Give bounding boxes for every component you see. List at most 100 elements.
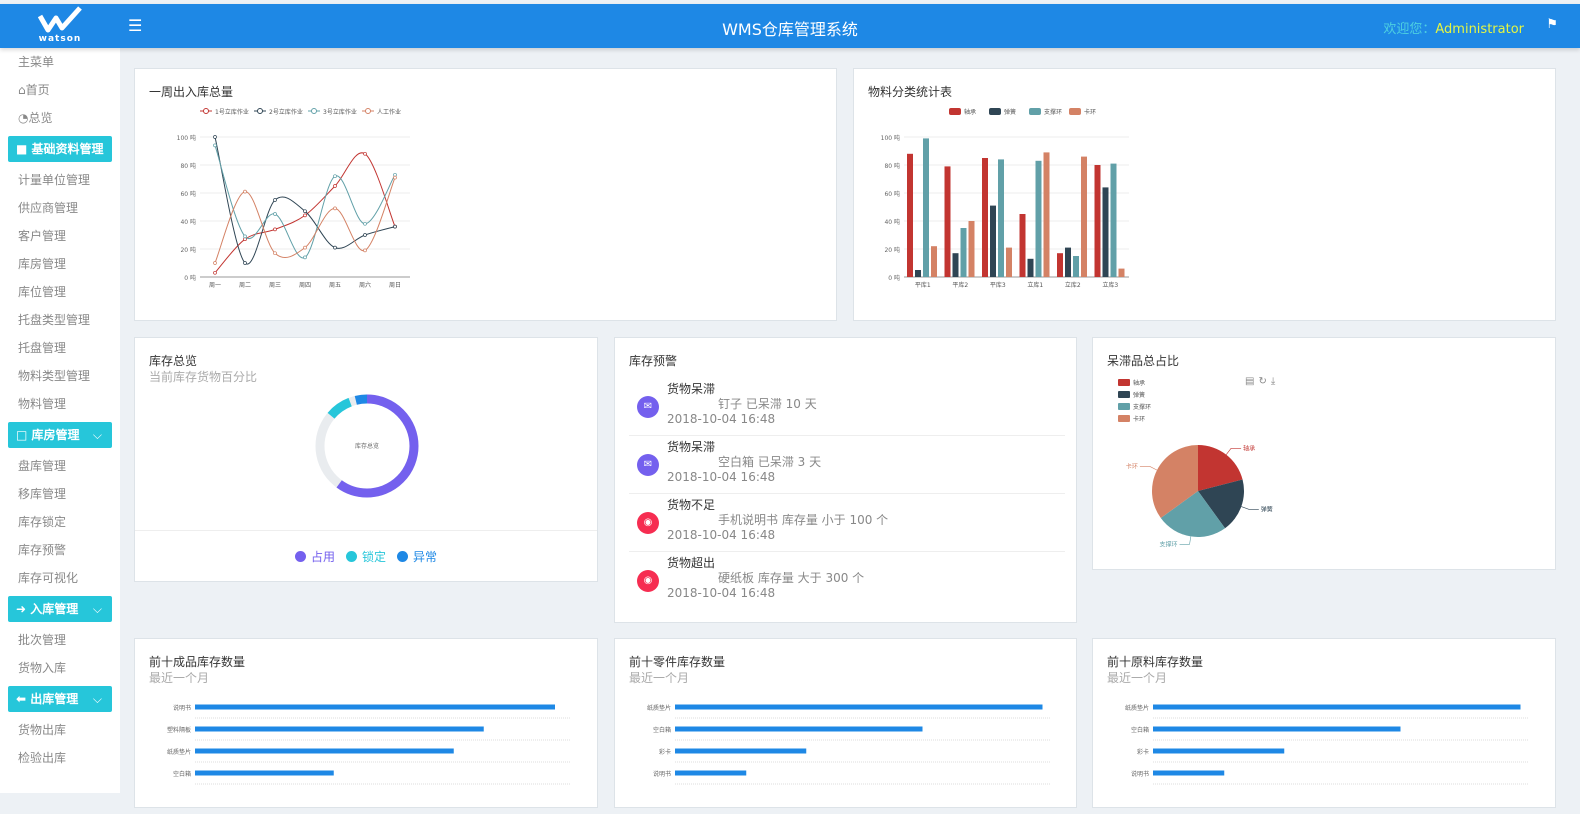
data-point	[213, 135, 217, 139]
flag-icon[interactable]: ⚑	[1546, 17, 1558, 32]
bar	[1073, 256, 1079, 277]
sidebar-item[interactable]: 检验出库	[18, 751, 67, 765]
sidebar-item[interactable]: 供应商管理	[18, 201, 79, 215]
legend-label: 轴承	[1133, 379, 1145, 387]
sidebar-item[interactable]: 物料类型管理	[18, 369, 91, 383]
data-point	[333, 184, 337, 188]
download-icon[interactable]: ⤓	[1270, 376, 1280, 387]
y-category-label: 说明书	[1131, 770, 1149, 778]
alert-item[interactable]: ◉ 货物超出 硬纸板 库存量 大于 300 个 2018-10-04 16:48	[629, 552, 1065, 610]
legend-item-0[interactable]: 占用	[295, 548, 335, 565]
card-title: 呆滞品总占比	[1107, 354, 1180, 368]
bar	[675, 704, 1043, 710]
sidebar-item[interactable]: 批次管理	[18, 633, 67, 647]
sidebar-item[interactable]: 库存预警	[18, 543, 67, 557]
stagnant-card: 呆滞品总占比 ▤↻⤓ 轴承 弹簧 支撑环 卡环 轴承 弹簧 支撑环 卡环	[1092, 337, 1556, 570]
sidebar-item[interactable]: 物料管理	[18, 397, 67, 411]
legend-dot	[295, 551, 306, 562]
legend-label: 轴承	[964, 108, 976, 116]
sidebar-item-home[interactable]: ⌂首页	[0, 76, 120, 104]
donut-center-label: 库存总览	[355, 442, 379, 450]
alert-text: 手机说明书 库存量 小于 100 个	[718, 513, 889, 527]
user-name[interactable]: Administrator	[1435, 22, 1524, 37]
sidebar-item[interactable]: 货物出库	[18, 723, 67, 737]
sidebar-item[interactable]: 库位管理	[18, 285, 67, 299]
card-subtitle: 最近一个月	[149, 671, 210, 685]
square-icon: □	[16, 428, 32, 442]
legend-swatch	[949, 108, 961, 115]
bar	[923, 138, 929, 277]
alert-item[interactable]: ✉ 货物呆滞 空白箱 已呆滞 3 天 2018-10-04 16:48	[629, 436, 1065, 494]
sidebar-group-1[interactable]: □ 库房管理 ⌵	[8, 422, 112, 448]
chevron-down-icon[interactable]: ⌵	[92, 692, 102, 706]
sidebar-item[interactable]: 库存可视化	[18, 571, 79, 585]
weekly-card: 一周出入库总量 0 吨 20 吨 40 吨 60 吨 80 吨 100 吨周一 周二 周三 周四…	[134, 68, 837, 321]
top-products-card: 前十成品库存数量 最近一个月 说明书 塑料隔板 纸质垫片 空白箱	[134, 638, 598, 808]
legend-item-1[interactable]: 锁定	[346, 548, 386, 565]
x-tick-label: 周五	[329, 282, 341, 289]
y-category-label: 说明书	[173, 704, 191, 712]
bar	[195, 726, 484, 732]
sidebar-item[interactable]: 托盘管理	[18, 341, 67, 355]
legend-label: 卡环	[1084, 108, 1096, 116]
alert-text: 硬纸板 库存量 大于 300 个	[718, 571, 865, 585]
logo[interactable]: watson	[0, 4, 120, 48]
donut-segment	[315, 394, 419, 498]
refresh-icon[interactable]: ↻	[1258, 376, 1271, 387]
legend-swatch	[1118, 415, 1130, 422]
sidebar-item-label: 总览	[28, 111, 53, 125]
sidebar-group-label: 入库管理	[30, 602, 79, 616]
sidebar-item[interactable]: 库存锁定	[18, 515, 67, 529]
y-tick-label: 80 吨	[180, 162, 196, 170]
y-tick-label: 60 吨	[180, 190, 196, 198]
alert-time: 2018-10-04 16:48	[667, 412, 776, 426]
bar	[1081, 156, 1087, 277]
alert-item[interactable]: ✉ 货物呆滞 钉子 已呆滞 10 天 2018-10-04 16:48	[629, 378, 1065, 436]
chevron-down-icon[interactable]: ⌵	[92, 602, 102, 616]
legend-label: 人工作业	[377, 108, 401, 116]
bar	[1094, 165, 1101, 277]
sidebar-item[interactable]: 计量单位管理	[18, 173, 91, 187]
x-tick-label: 周四	[299, 282, 311, 289]
bar	[1153, 748, 1285, 754]
data-point	[303, 209, 307, 214]
sidebar-item[interactable]: 库房管理	[18, 257, 67, 271]
pie-label-line	[1139, 466, 1158, 471]
logo-check-icon	[38, 6, 82, 33]
bar	[960, 228, 967, 277]
sidebar-item[interactable]: 盘库管理	[18, 459, 67, 473]
legend-label: 弹簧	[1133, 391, 1145, 399]
sidebar-item[interactable]: 托盘类型管理	[18, 313, 91, 327]
legend-item-2[interactable]: 异常	[397, 548, 437, 565]
y-category-label: 空白箱	[653, 726, 671, 734]
chevron-down-icon[interactable]: ⌵	[92, 428, 102, 442]
legend-label: 2号立库作业	[269, 108, 303, 116]
bar	[915, 270, 921, 277]
sidebar-item[interactable]: 货物入库	[18, 661, 67, 675]
card-title: 一周出入库总量	[149, 85, 234, 99]
card-title: 库存预警	[629, 354, 678, 368]
data-point	[243, 234, 247, 239]
alert-item[interactable]: ◉ 货物不足 手机说明书 库存量 小于 100 个 2018-10-04 16:48	[629, 494, 1065, 552]
data-view-icon[interactable]: ▤	[1245, 376, 1259, 387]
y-category-label: 空白箱	[1131, 726, 1149, 734]
sidebar-item[interactable]: 客户管理	[18, 229, 67, 243]
mail-icon: ✉	[637, 454, 659, 476]
sidebar-group-0[interactable]: ■ 基础资料管理	[8, 136, 112, 162]
sidebar-item-overview[interactable]: ◔总览	[0, 104, 120, 132]
legend-swatch	[1029, 108, 1041, 115]
card-title: 前十原料库存数量	[1107, 655, 1204, 669]
bar	[675, 748, 807, 754]
sidebar-group-3[interactable]: ⬅ 出库管理 ⌵	[8, 686, 112, 712]
bar	[952, 253, 959, 277]
sidebar-group-2[interactable]: ➜ 入库管理 ⌵	[8, 596, 112, 622]
sidebar-group-label: 出库管理	[30, 692, 79, 706]
line-series	[214, 177, 396, 264]
bar	[1102, 187, 1109, 277]
data-point	[243, 261, 247, 265]
welcome-text: 欢迎您：Administrator	[1383, 18, 1524, 37]
hamburger-icon[interactable]: ☰	[128, 16, 143, 35]
sidebar-item[interactable]: 移库管理	[18, 487, 67, 501]
globe-icon: ◉	[637, 512, 659, 534]
